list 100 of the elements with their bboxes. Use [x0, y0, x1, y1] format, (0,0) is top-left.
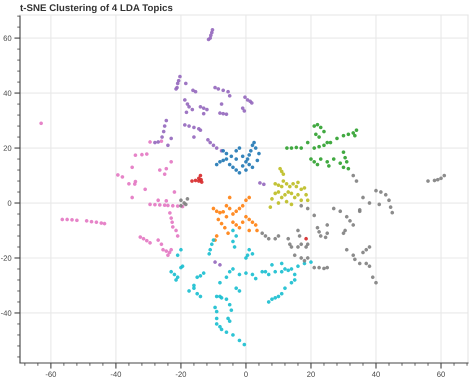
point [244, 214, 248, 219]
point [224, 204, 228, 208]
point [216, 218, 220, 222]
point [214, 162, 219, 166]
point [158, 168, 162, 172]
point [166, 204, 170, 208]
point [148, 202, 152, 206]
point [176, 78, 180, 83]
point [292, 196, 297, 200]
point [208, 140, 212, 144]
point [322, 143, 326, 148]
point [187, 104, 191, 109]
point [221, 210, 226, 214]
point [282, 179, 286, 183]
point [312, 124, 316, 128]
point [250, 220, 254, 224]
point [202, 112, 206, 116]
point [228, 94, 232, 98]
point [276, 201, 280, 205]
point [252, 140, 256, 144]
point [116, 173, 120, 177]
point [224, 152, 228, 156]
point [244, 168, 248, 172]
point [144, 238, 149, 243]
point [288, 184, 292, 188]
point [148, 140, 152, 144]
point [234, 168, 238, 172]
point [200, 180, 204, 184]
point [192, 135, 196, 139]
point [255, 228, 259, 232]
point [153, 202, 157, 207]
point [222, 226, 227, 230]
point [342, 134, 346, 138]
point [317, 144, 321, 149]
point [192, 126, 196, 130]
point [169, 160, 174, 164]
point [182, 123, 187, 127]
chart-title: t-SNE Clustering of 4 LDA Topics [20, 4, 172, 14]
point [262, 182, 266, 186]
point [170, 220, 174, 224]
point [309, 157, 313, 161]
point [234, 209, 238, 214]
point [234, 148, 238, 153]
point [280, 170, 284, 174]
point [290, 192, 294, 196]
point [243, 95, 247, 100]
point [65, 218, 69, 222]
point [276, 190, 280, 194]
point [102, 222, 106, 226]
point [164, 198, 168, 203]
point [299, 187, 304, 192]
point [231, 165, 235, 170]
point [254, 146, 258, 150]
point [247, 228, 252, 232]
point [317, 135, 321, 139]
point [75, 218, 79, 222]
point [226, 90, 230, 94]
point [224, 112, 228, 116]
point [294, 184, 298, 188]
point [218, 263, 222, 267]
point [194, 178, 198, 182]
point [299, 198, 304, 202]
point [161, 248, 165, 252]
point [138, 235, 142, 239]
point [229, 154, 234, 158]
point [148, 241, 152, 245]
point [224, 214, 228, 219]
point [220, 222, 224, 226]
point [153, 140, 157, 144]
point [312, 146, 316, 150]
point [127, 182, 131, 186]
point [304, 236, 308, 241]
point [156, 140, 160, 144]
point [176, 234, 180, 238]
point [212, 206, 216, 210]
point [238, 206, 242, 210]
point [214, 209, 219, 214]
point [216, 87, 220, 91]
point [273, 192, 278, 196]
point [84, 219, 88, 223]
point [316, 122, 320, 127]
point [143, 187, 148, 192]
point [169, 216, 174, 220]
point [190, 108, 194, 112]
point [221, 88, 226, 92]
point [212, 143, 216, 148]
point [184, 110, 188, 114]
point [220, 102, 224, 106]
point [162, 124, 167, 128]
point [258, 181, 262, 185]
point [276, 183, 280, 187]
point [286, 190, 290, 194]
point [247, 196, 252, 200]
point [198, 174, 202, 178]
point [238, 146, 242, 150]
point [202, 106, 206, 110]
point [318, 126, 323, 130]
point [142, 236, 146, 241]
point [90, 220, 94, 224]
point [234, 157, 238, 161]
